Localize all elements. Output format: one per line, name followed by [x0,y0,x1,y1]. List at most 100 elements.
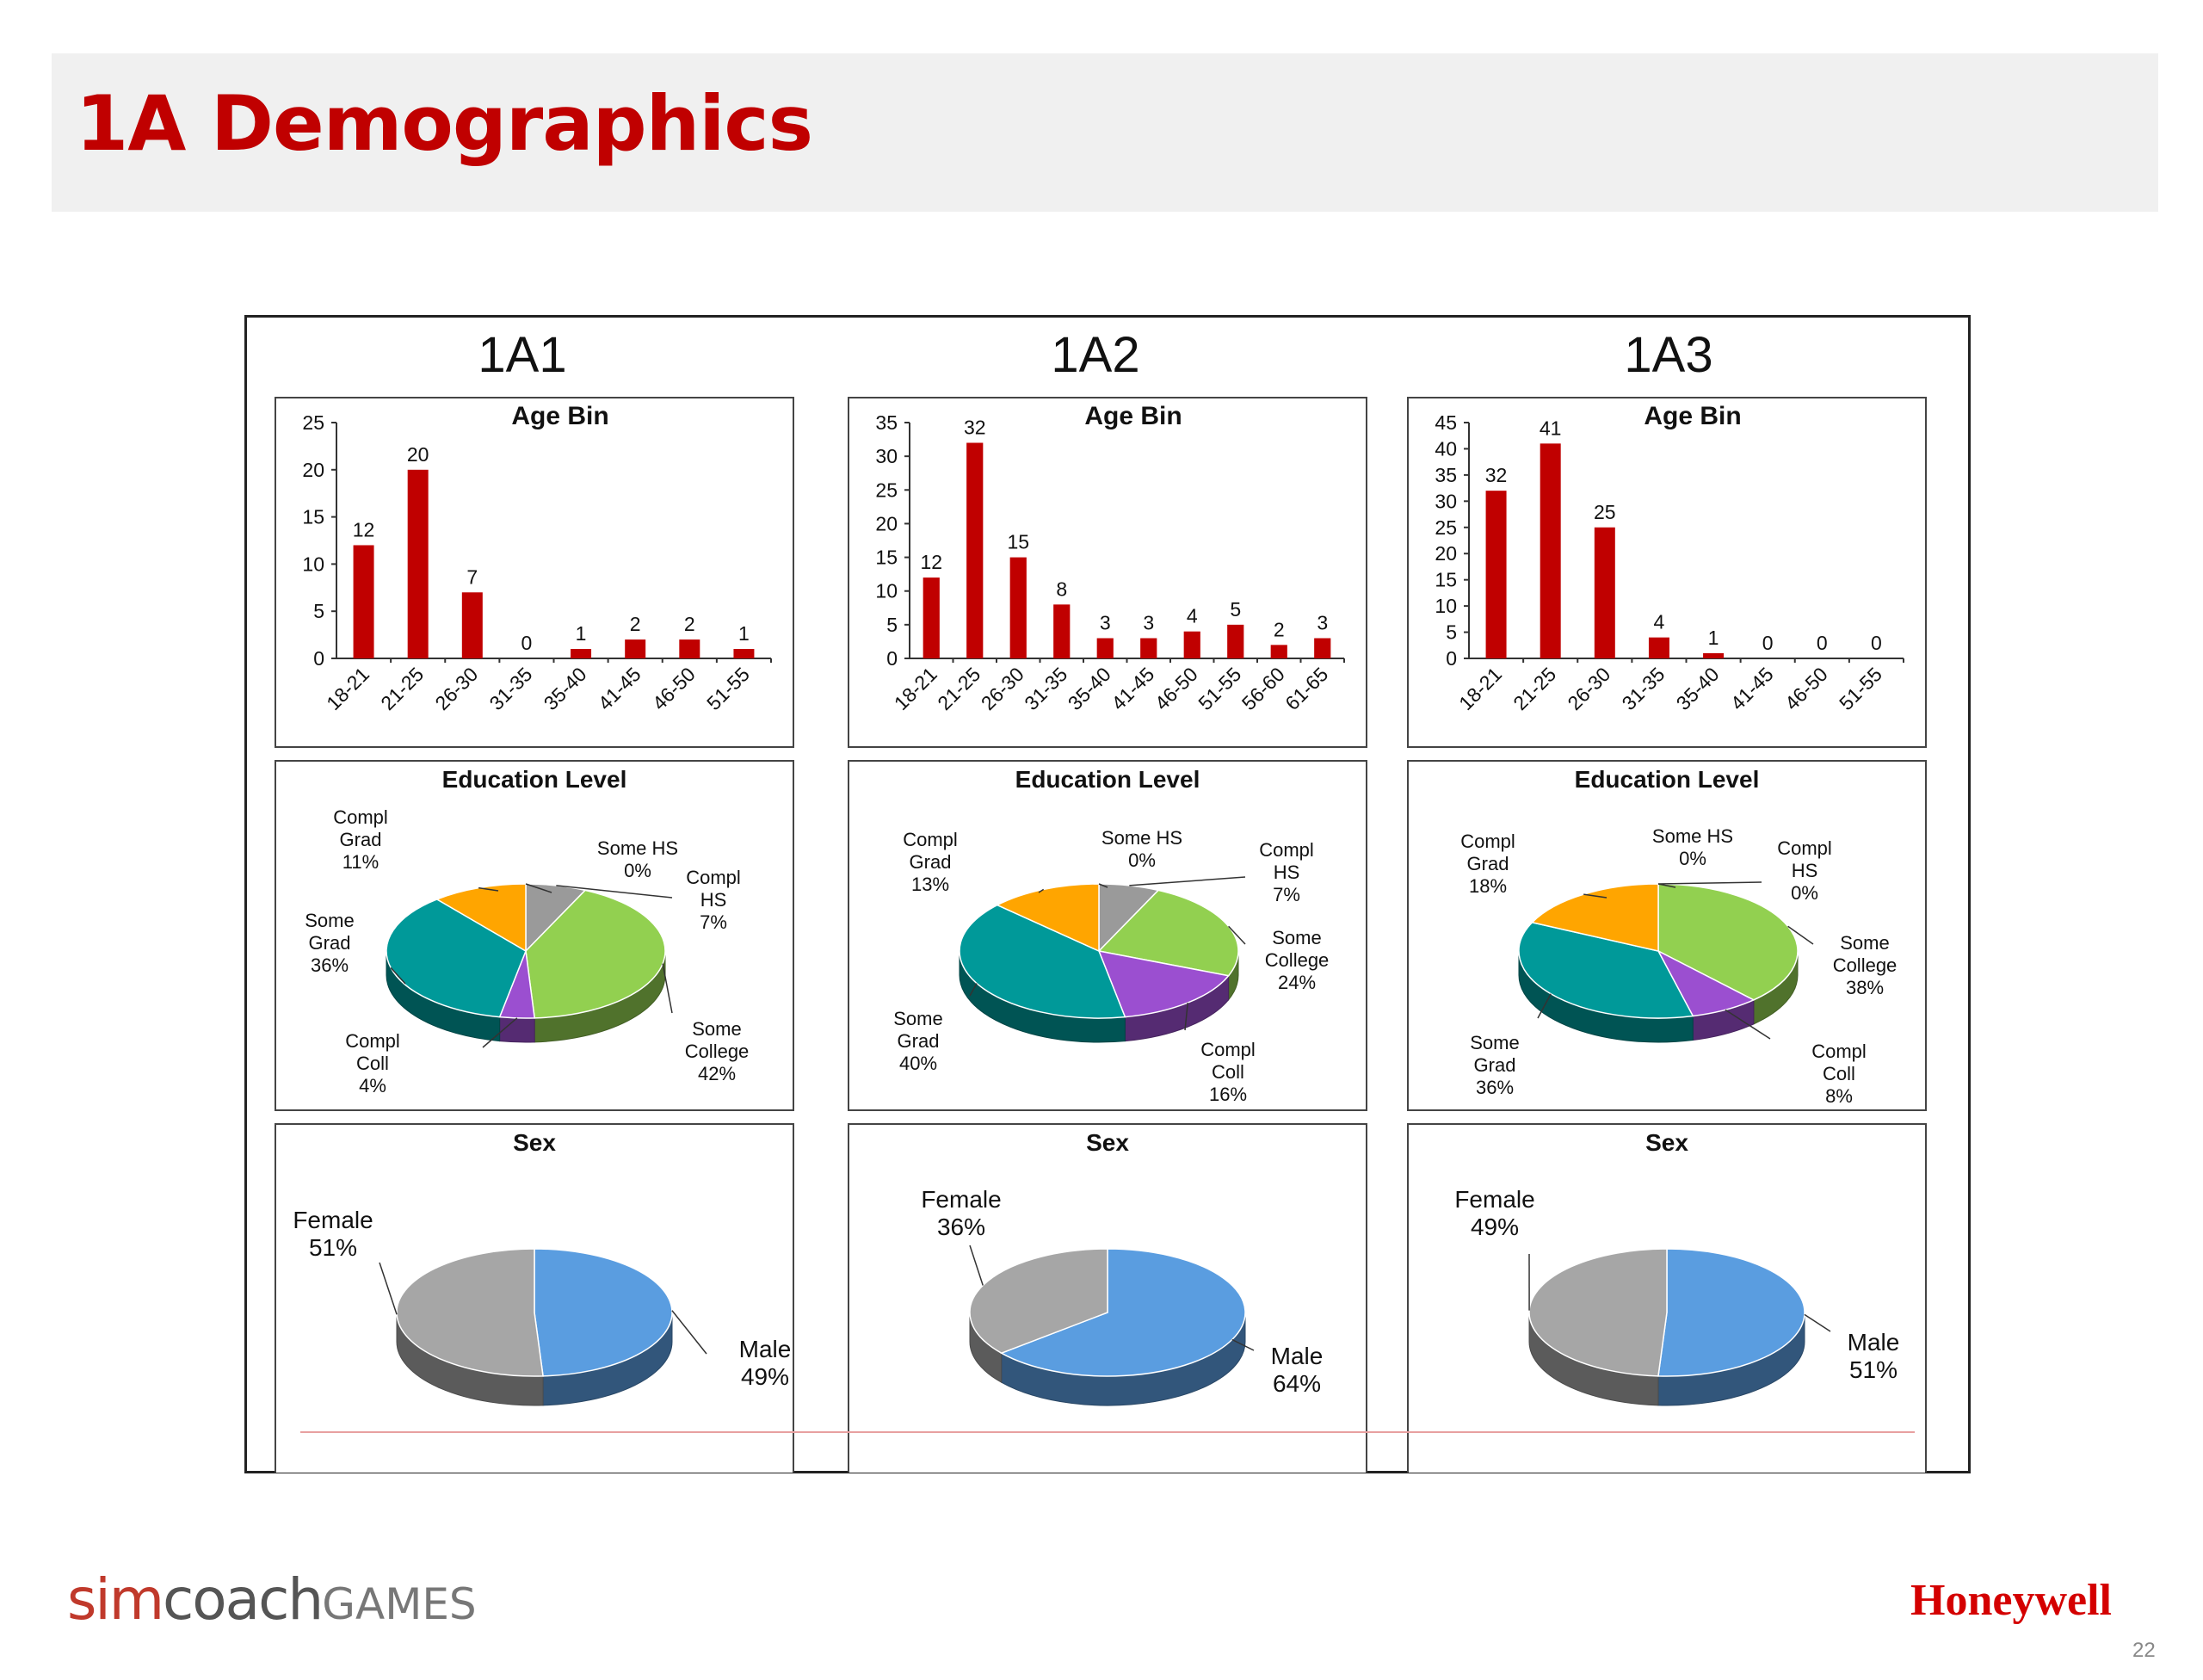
slice-label: Compl [345,1030,400,1052]
leader-line [1184,1003,1189,1031]
bar [1648,637,1669,658]
slice-label: Female [1454,1186,1534,1213]
pie-slice [1097,950,1231,1018]
slice-label: Some HS [1102,827,1182,849]
slice-label: HS [1792,860,1818,881]
bar [923,578,940,658]
slice-label: 49% [1471,1214,1519,1240]
leader-line [390,967,406,985]
sex-chart-1a2: Sex Male 64% Female 36% [848,1123,1367,1473]
y-tick-label: 0 [886,647,898,670]
data-label: 12 [353,518,375,540]
slice-label: Some [1272,927,1321,948]
education-chart-1a1: Education Level Some HS 0% Compl HS 7% Some Col… [275,760,794,1111]
slice-label: Male [1271,1343,1324,1369]
y-tick-label: 10 [302,553,324,575]
slice-label: Compl [1259,839,1314,861]
pie-slice [534,1248,673,1377]
slice-label: 49% [741,1363,789,1390]
bar [1096,638,1114,658]
data-label: 32 [1485,464,1508,486]
slice-label: Compl [1460,831,1515,852]
y-tick-label: 10 [1435,595,1457,617]
bar [966,442,984,658]
y-tick-label: 0 [313,647,324,670]
x-tick-label: 41-45 [1726,663,1778,714]
age-chart-1a1: Age Bin 0 5 10 15 20 25 12 18-21 20 21-25 7 26-30 0 31… [275,397,794,748]
x-tick-label: 26-30 [430,663,482,714]
y-tick-label: 35 [875,411,898,434]
y-tick-label: 0 [1446,647,1457,670]
leader-line [379,1262,398,1315]
slice-label: Some [692,1018,741,1040]
leader-line [1537,993,1552,1019]
slice-label: Coll [1212,1061,1244,1083]
slice-label: College [1833,954,1898,976]
slice-label: 7% [1273,884,1300,905]
bar [1009,557,1027,658]
data-label: 2 [684,613,695,635]
charts-frame: 1A1 1A2 1A3 Age Bin 0 5 10 15 20 25 12 18-21 20 21… [244,315,1971,1473]
y-tick-label: 30 [875,445,898,467]
slice-label: 36% [1476,1077,1514,1098]
x-tick-label: 46-50 [1780,663,1832,714]
pie-slice [525,889,666,1019]
slice-label: Coll [1823,1063,1855,1084]
x-tick-label: 46-50 [648,663,700,714]
divider-line [300,1431,1915,1433]
data-label: 1 [1708,627,1719,649]
chart-title: Sex [513,1129,556,1156]
data-label: 41 [1540,417,1562,439]
leader-line [671,1310,707,1355]
group-title-1a1: 1A1 [478,327,567,383]
bar [407,469,429,658]
education-chart-1a2: Education Level Some HS 0% Compl HS 7% Some Col… [848,760,1367,1111]
sex-chart-1a1: Sex Male 49% Female 51% [275,1123,794,1473]
x-tick-label: 31-35 [484,663,536,714]
leader-line [478,886,499,892]
slice-label: Compl [1200,1039,1256,1060]
bar [733,649,755,658]
bar [1270,645,1287,658]
slice-label: Grad [309,932,351,954]
bar [1485,491,1507,658]
chart-title: Education Level [442,766,627,793]
chart-title: Education Level [1575,766,1760,793]
slice-label: 13% [911,874,949,895]
chart-title: Education Level [1015,766,1200,793]
x-tick-label: 51-55 [1835,663,1886,714]
y-tick-label: 20 [1435,542,1457,565]
slice-label: Grad [340,829,382,850]
y-tick-label: 10 [875,580,898,602]
slice-label: 8% [1825,1085,1853,1107]
x-tick-label: 18-21 [890,663,941,714]
y-tick-label: 35 [1435,464,1457,486]
page-number: 22 [2132,1639,2156,1662]
data-label: 0 [1762,632,1774,654]
bar [679,639,700,658]
leader-line [482,1017,518,1048]
y-tick-label: 15 [302,506,324,528]
leader-line [1725,1009,1771,1040]
pie-slice-side [499,1016,535,1043]
simcoach-logo: simcoachGAMES [67,1566,477,1633]
x-tick-label: 26-30 [1563,663,1614,714]
data-label: 0 [521,632,533,654]
slice-label: Compl [903,829,958,850]
chart-title: Age Bin [511,402,608,430]
slice-label: Compl [686,867,741,888]
slice-label: College [1265,949,1330,971]
data-label: 0 [1871,632,1882,654]
y-tick-label: 25 [302,411,324,434]
slice-label: 24% [1278,972,1316,993]
data-label: 3 [1100,612,1111,634]
age-chart-1a3: Age Bin 0 5 10 15 20 25 30 35 40 45 32 18-21 41 21-25 2… [1407,397,1927,748]
x-tick-label: 21-25 [933,663,984,714]
pie-slice [959,904,1126,1019]
data-label: 5 [1230,598,1241,621]
slice-label: 4% [359,1075,386,1096]
slice-label: Compl [1777,837,1832,859]
slice-label: Female [921,1186,1001,1213]
data-label: 12 [920,551,942,573]
data-label: 3 [1143,612,1154,634]
